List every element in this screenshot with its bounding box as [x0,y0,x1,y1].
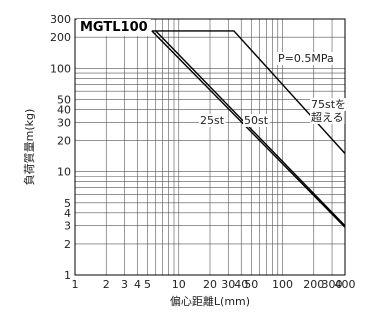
y-tick-label: 300 [50,13,71,26]
y-tick-label: 40 [57,103,71,116]
y-tick-label: 4 [64,207,71,220]
x-tick-label: 4 [134,278,141,291]
x-tick-label: 2 [103,278,110,291]
series-line [151,30,346,228]
y-tick-label: 200 [50,31,71,44]
series-line [151,30,346,154]
annotation-background [310,98,348,111]
series-line [155,30,346,227]
y-tick-label: 1 [64,269,71,282]
x-tick-label: 5 [144,278,151,291]
y-tick-label: 5 [64,197,71,210]
title-background [77,19,151,36]
x-tick-label: 50 [244,278,258,291]
x-axis-title: 偏心距離L(mm) [170,294,250,308]
x-tick-label: 400 [335,278,356,291]
y-tick-label: 2 [64,238,71,251]
x-tick-label: 10 [172,278,186,291]
series-lines [151,30,346,228]
y-tick-label: 20 [57,135,71,148]
label-50st: 50st [244,114,269,127]
label-75st-line1: 75stを [311,98,346,111]
y-tick-label: 50 [57,93,71,106]
annotation-background [243,114,270,127]
label-75st-line2: 超える [311,110,344,124]
label-25st: 25st [200,114,225,127]
annotation-background [277,52,335,65]
x-tick-label: 100 [272,278,293,291]
x-tick-label: 200 [303,278,324,291]
pressure-annotation: P=0.5MPa [278,52,334,65]
chart-title: MGTL100 [80,20,148,35]
x-tick-label: 300 [322,278,343,291]
y-tick-label: 100 [50,62,71,75]
y-axis-title: 負荷質量m(kg) [22,109,36,186]
x-tick-label: 30 [221,278,235,291]
y-tick-label: 10 [57,166,71,179]
x-tick-label: 3 [121,278,128,291]
y-tick-label: 30 [57,116,71,129]
x-tick-label: 20 [203,278,217,291]
annotation-background [310,110,345,124]
x-tick-label: 1 [72,278,79,291]
annotation-background [199,114,226,127]
plot-frame [74,18,346,276]
y-tick-label: 3 [64,220,71,233]
x-tick-label: 40 [234,278,248,291]
